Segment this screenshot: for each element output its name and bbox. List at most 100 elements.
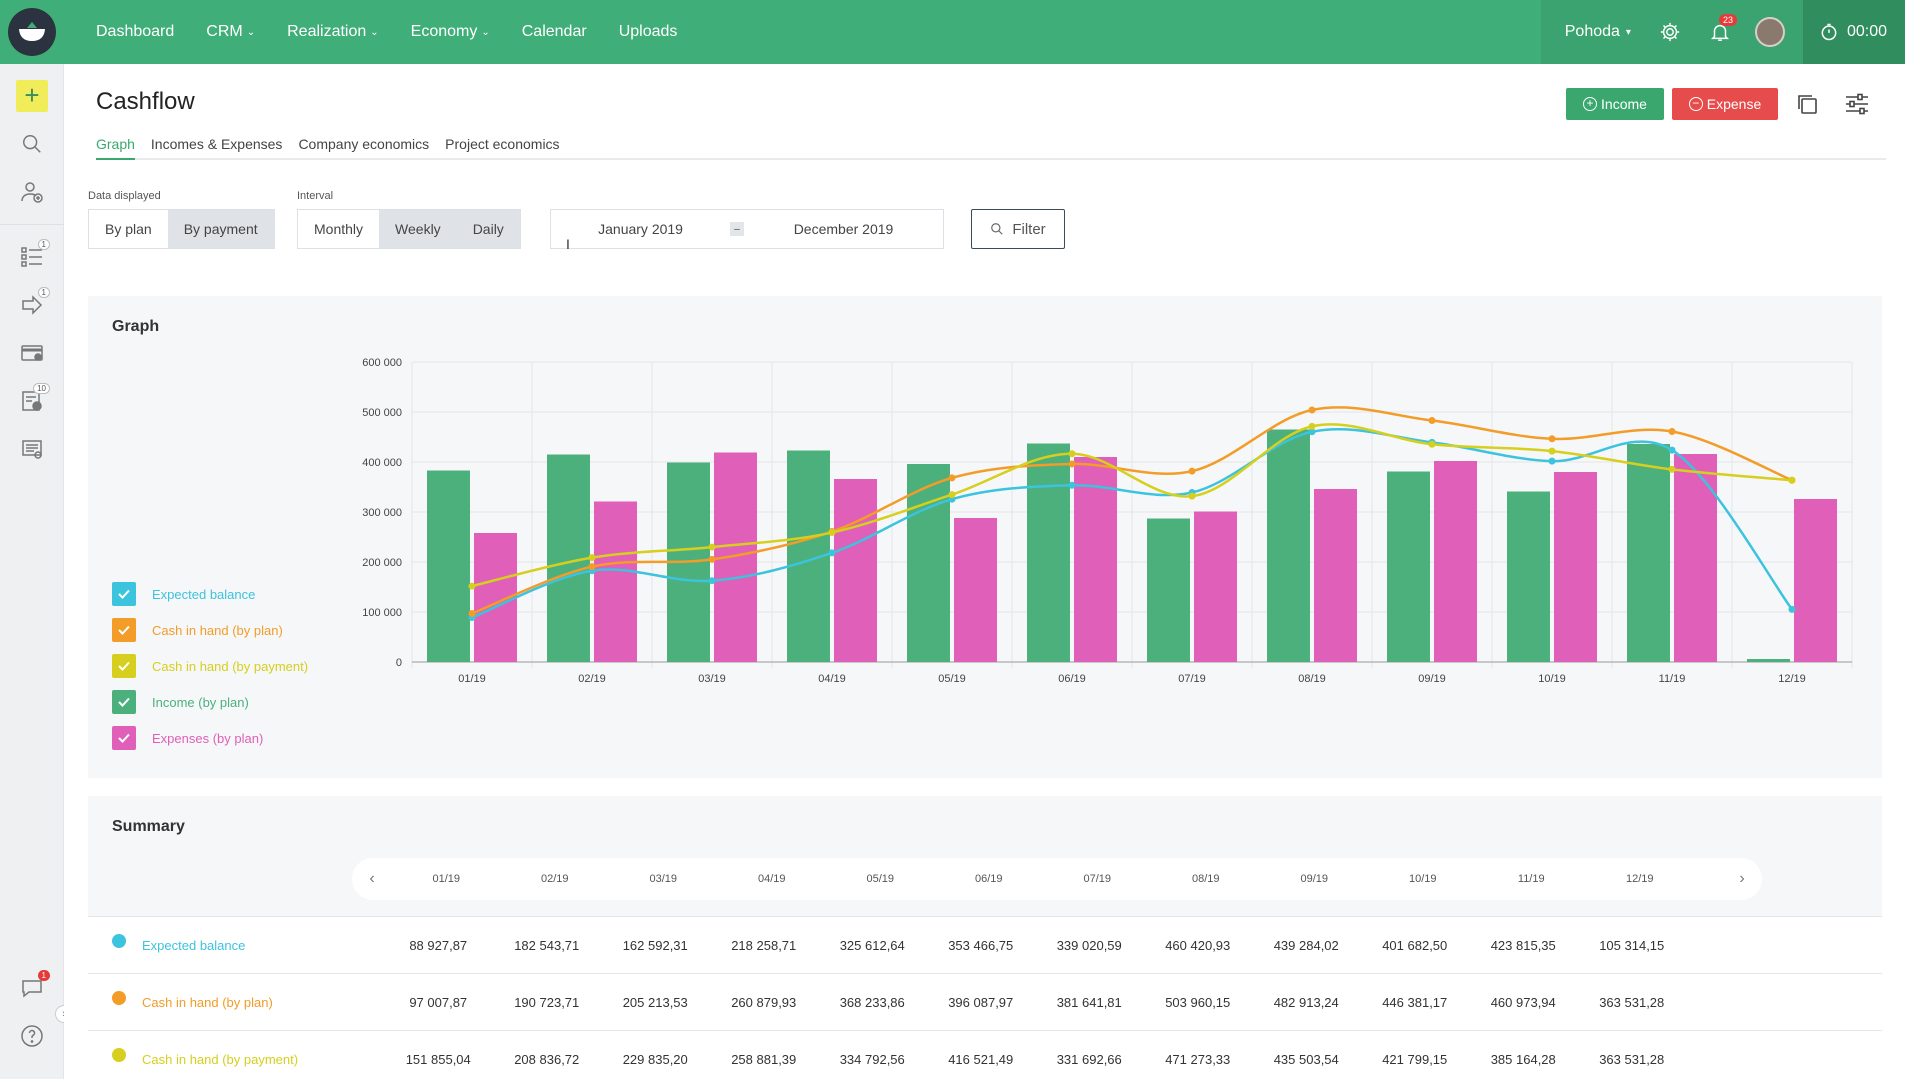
sidebar-chat[interactable]: 1 <box>0 964 64 1012</box>
left-sidebar: + 1 1 10 1 <box>0 64 64 1079</box>
summary-month-label: 11/19 <box>1517 873 1545 885</box>
previous-months-button[interactable]: ‹ <box>352 870 392 888</box>
series-point <box>708 577 716 585</box>
tasks-badge: 1 <box>37 239 50 250</box>
legend-checkbox[interactable] <box>112 690 136 714</box>
chevron-left-icon: ‹ <box>369 870 375 887</box>
legend-item[interactable]: Cash in hand (by plan) <box>112 612 308 648</box>
add-expense-button[interactable]: − Expense <box>1672 88 1778 120</box>
copy-icon <box>1798 95 1817 114</box>
legend-item[interactable]: Expected balance <box>112 576 308 612</box>
series-point <box>1308 428 1316 436</box>
x-tick-label: 12/19 <box>1778 673 1806 685</box>
by-payment-option[interactable]: By payment <box>167 210 274 248</box>
series-point <box>468 609 476 617</box>
date-to-field[interactable]: December 2019 <box>793 221 894 237</box>
summary-cell: 190 723,71 <box>514 994 580 1010</box>
weekly-option[interactable]: Weekly <box>379 210 457 248</box>
app-logo[interactable] <box>0 0 64 64</box>
filter-button[interactable]: Filter <box>971 209 1065 249</box>
monthly-option[interactable]: Monthly <box>314 221 364 237</box>
tab-company-economics[interactable]: Company economics <box>298 136 430 152</box>
bar-income <box>1267 429 1310 662</box>
sidebar-tasks[interactable]: 1 <box>0 233 64 281</box>
summary-cell: 325 612,64 <box>839 937 905 953</box>
summary-month-header: ‹ 01/19 02/19 03/19 04/19 05/19 06/19 07/19 08/… <box>352 858 1762 900</box>
series-point <box>1548 457 1556 465</box>
bar-expense <box>1674 454 1717 662</box>
sidebar-help[interactable] <box>0 1012 64 1060</box>
tab-graph[interactable]: Graph <box>96 134 135 160</box>
bar-expense <box>594 501 637 662</box>
sidebar-add-button[interactable]: + <box>0 72 64 120</box>
settings-button[interactable] <box>1645 0 1695 64</box>
by-plan-option[interactable]: By plan <box>105 221 152 237</box>
nav-item-economy[interactable]: Economy ⌄ <box>411 23 490 41</box>
timer-value: 00:00 <box>1846 23 1887 40</box>
summary-row-values: 151 855,04 208 836,72 229 835,20 258 881,39… <box>384 1052 1686 1067</box>
legend-item[interactable]: Income (by plan) <box>112 684 308 720</box>
copy-button[interactable] <box>1795 92 1819 121</box>
notifications-button[interactable]: 23 <box>1695 0 1745 64</box>
summary-row-label: Cash in hand (by plan) <box>88 991 408 1010</box>
summary-cell: 105 314,15 <box>1599 937 1665 953</box>
y-tick-label: 300 000 <box>362 507 402 519</box>
legend-checkbox[interactable] <box>112 618 136 642</box>
series-point <box>1188 467 1196 475</box>
legend-item[interactable]: Expenses (by plan) <box>112 720 308 756</box>
bar-income <box>1387 471 1430 662</box>
summary-cell: 423 815,35 <box>1490 937 1556 953</box>
series-point <box>1548 447 1556 455</box>
settings-sliders-button[interactable] <box>1844 92 1870 121</box>
summary-row-name: Cash in hand (by plan) <box>142 994 273 1010</box>
series-point <box>1068 450 1076 458</box>
date-from-field[interactable]: January 2019 <box>598 221 683 237</box>
sidebar-add-contact[interactable] <box>0 168 64 216</box>
gear-icon <box>1660 22 1680 42</box>
legend-checkbox[interactable] <box>112 726 136 750</box>
nav-item-dashboard[interactable]: Dashboard <box>96 23 174 41</box>
series-point <box>1788 605 1796 613</box>
x-tick-label: 05/19 <box>938 673 966 685</box>
top-right-area: Pohoda ▾ 23 00:00 <box>1540 0 1905 64</box>
main-nav: Dashboard CRM ⌄ Realization ⌄ Economy ⌄ Calenda… <box>96 0 709 64</box>
sidebar-reports[interactable] <box>0 425 64 473</box>
bar-expense <box>1434 461 1477 662</box>
chat-icon <box>22 980 42 998</box>
legend-checkbox[interactable] <box>112 654 136 678</box>
user-menu[interactable] <box>1745 0 1795 64</box>
bowl-logo-icon <box>8 8 56 56</box>
time-tracker-button[interactable]: 00:00 <box>1802 0 1905 64</box>
series-dot-icon <box>112 934 126 948</box>
nav-item-uploads[interactable]: Uploads <box>619 23 678 41</box>
company-selector[interactable]: Pohoda ▾ <box>1541 23 1645 41</box>
legend-label: Cash in hand (by payment) <box>152 658 309 674</box>
series-point <box>468 582 476 590</box>
summary-cell: 334 792,56 <box>839 1051 905 1067</box>
daily-option[interactable]: Daily <box>456 210 520 248</box>
sidebar-invoices[interactable]: 10 <box>0 377 64 425</box>
summary-row-name: Cash in hand (by payment) <box>142 1051 299 1067</box>
income-label: Income <box>1601 96 1647 112</box>
summary-cell: 401 682,50 <box>1382 937 1448 953</box>
legend-item[interactable]: Cash in hand (by payment) <box>112 648 308 684</box>
sidebar-payments[interactable] <box>0 329 64 377</box>
nav-item-calendar[interactable]: Calendar <box>522 23 587 41</box>
add-income-button[interactable]: + Income <box>1566 88 1664 120</box>
x-tick-label: 04/19 <box>818 673 846 685</box>
nav-item-crm[interactable]: CRM ⌄ <box>206 23 255 41</box>
summary-row-values: 97 007,87 190 723,71 205 213,53 260 879,93 3… <box>384 995 1686 1010</box>
legend-checkbox[interactable] <box>112 582 136 606</box>
x-tick-label: 11/19 <box>1659 673 1686 685</box>
sidebar-search[interactable] <box>0 120 64 168</box>
date-range-picker[interactable]: January 2019 – December 2019 <box>550 209 944 249</box>
next-months-button[interactable]: › <box>1722 870 1762 888</box>
sidebar-requests[interactable]: 1 <box>0 281 64 329</box>
bar-expense <box>954 518 997 662</box>
tab-incomes-expenses[interactable]: Incomes & Expenses <box>150 136 283 152</box>
nav-item-label: Calendar <box>521 23 587 40</box>
nav-item-label: CRM <box>206 23 243 40</box>
nav-item-realization[interactable]: Realization ⌄ <box>287 23 379 41</box>
tab-project-economics[interactable]: Project economics <box>445 136 560 152</box>
series-point <box>1068 460 1076 468</box>
